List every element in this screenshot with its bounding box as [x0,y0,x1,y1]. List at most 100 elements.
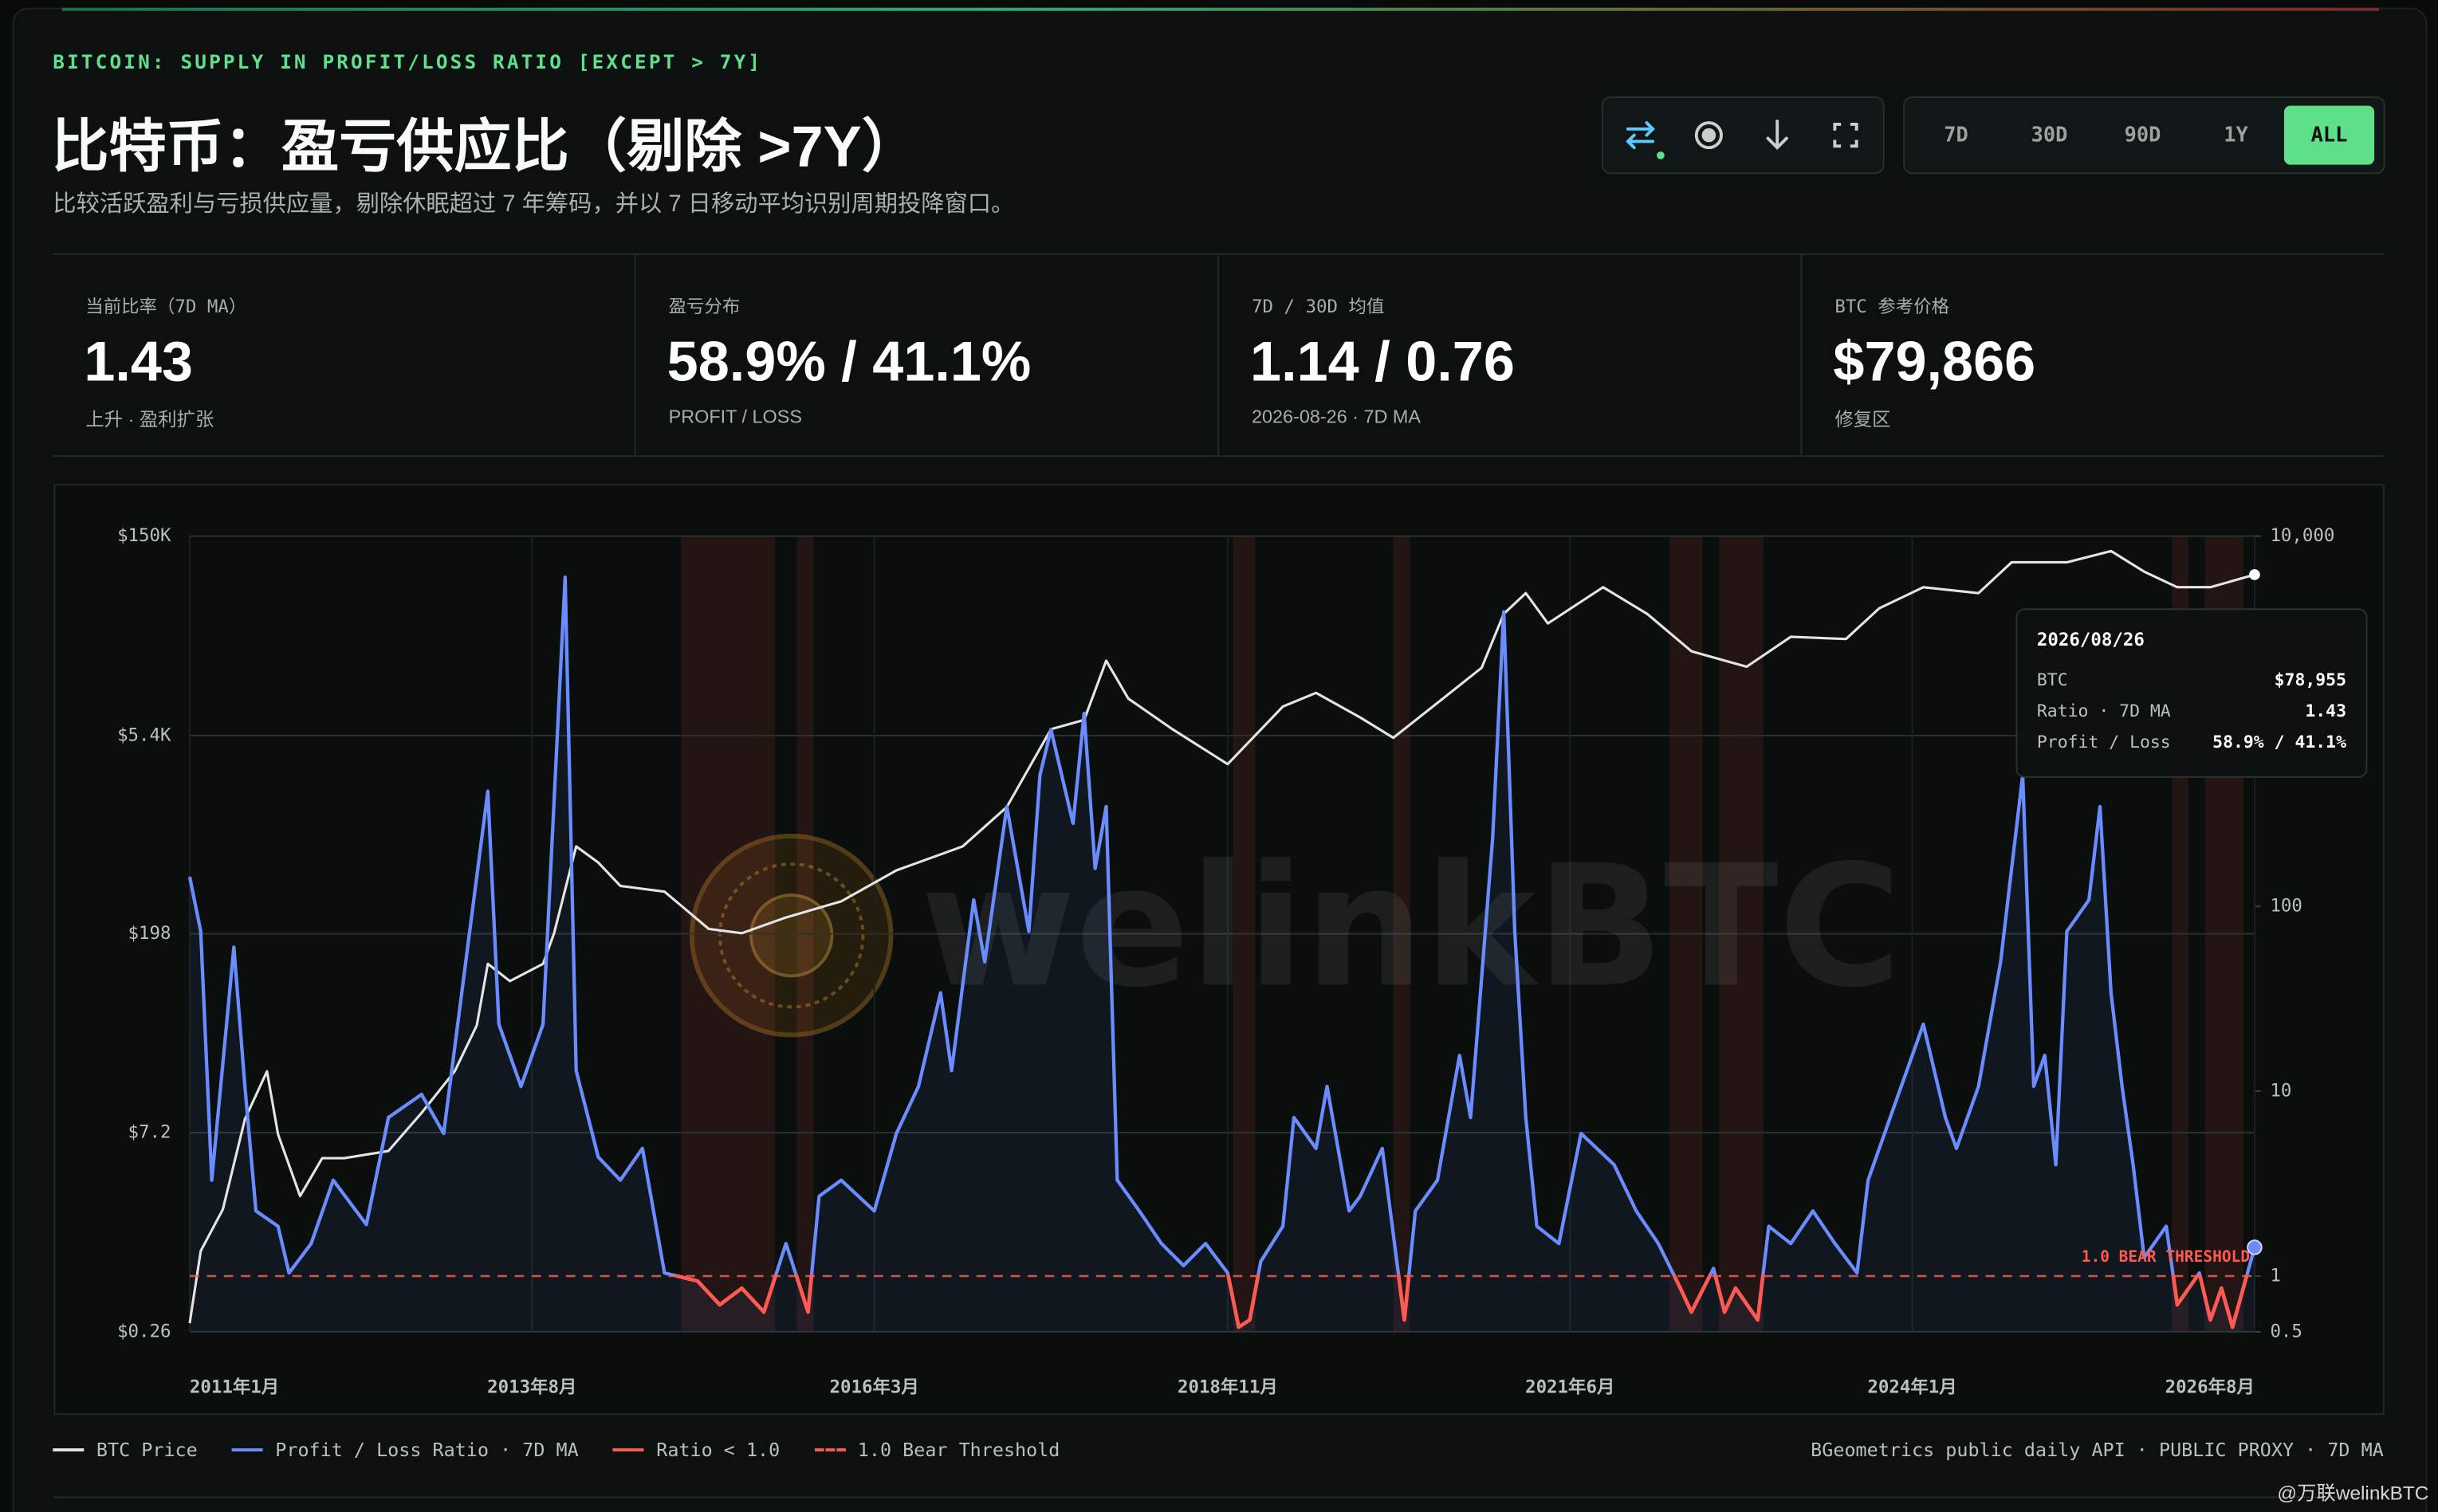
below-threshold-segment [2171,1274,2180,1307]
page-subtitle: 比较活跃盈利与亏损供应量，剔除休眠超过 7 年筹码，并以 7 日移动平均识别周期… [53,190,1015,218]
stat-label: BTC 参考价格 [1834,295,1950,317]
below-threshold-segment [1689,1274,1712,1314]
stat-card: 7D / 30D 均值 1.14 / 0.76 2026-08-26 · 7D MA [1219,254,1803,456]
tooltip-value: 1.43 [2305,701,2346,721]
legend-item: BTC Price [53,1439,198,1461]
x-tick-label: 2016年3月 [830,1377,919,1398]
range-selector: 7D 30D 90D 1Y ALL [1903,96,2385,175]
eyebrow: BITCOIN: SUPPLY IN PROFIT/LOSS RATIO [EX… [53,49,763,73]
stat-value: 1.43 [84,329,193,394]
toolbar [1601,96,1885,175]
x-tick-label: 2024年1月 [1867,1377,1956,1398]
watermark: welinkBTC [921,829,1902,1024]
swap-button[interactable] [1606,98,1675,173]
stat-card: 盈亏分布 58.9% / 41.1% PROFIT / LOSS [636,254,1220,456]
download-button[interactable] [1743,98,1811,173]
legend-swatch [814,1448,846,1452]
legend-item: Ratio < 1.0 [612,1439,781,1461]
below-threshold-segment [761,1274,778,1314]
x-tick-label: 2011年1月 [190,1377,279,1398]
x-tick-label: 2018年11月 [1178,1377,1278,1398]
stat-label: 盈亏分布 [668,295,741,317]
accent-line [62,7,2379,11]
threshold-label: 1.0 BEAR THRESHOLD [2082,1247,2250,1266]
below-threshold-segment [2230,1274,2249,1329]
tooltip-date: 2026/08/26 [2037,630,2145,650]
below-threshold-segment [695,1278,722,1307]
stat-value: 1.14 / 0.76 [1250,329,1515,394]
fullscreen-button[interactable] [1811,98,1880,173]
below-threshold-segment [1722,1286,1738,1314]
x-tick-label: 2026年8月 [2165,1377,2255,1398]
below-threshold-segment [1733,1286,1760,1322]
legend-swatch [612,1448,644,1452]
divider [53,1496,2384,1498]
y2-tick-label: 10,000 [2270,525,2334,546]
legend-swatch [231,1448,263,1452]
y2-tick-label: 100 [2270,895,2302,916]
range-button[interactable]: 1Y [2224,124,2248,147]
legend: BTC Price Profit / Loss Ratio · 7D MA Rati… [53,1439,1060,1461]
stat-label: 当前比率（7D MA） [85,295,247,317]
legend-item: 1.0 Bear Threshold [814,1439,1060,1461]
below-threshold-segment [1402,1274,1411,1322]
tooltip-value: $78,955 [2275,670,2346,690]
legend-label: BTC Price [96,1439,198,1461]
y-tick-label: $7.2 [128,1121,171,1142]
stat-label: 7D / 30D 均值 [1251,295,1385,317]
below-threshold-segment [1237,1318,1252,1329]
stat-sub: 修复区 [1834,408,1891,431]
y-tick-label: $198 [128,923,171,944]
below-threshold-segment [1678,1286,1693,1314]
range-button[interactable]: 7D [1944,124,1968,147]
tooltip-box [2015,608,2368,778]
below-threshold-segment [1713,1274,1727,1314]
legend-swatch [53,1448,85,1452]
legend-label: Ratio < 1.0 [656,1439,781,1461]
tooltip-label: BTC [2037,670,2068,690]
below-threshold-segment [718,1286,744,1307]
x-tick-label: 2021年6月 [1525,1377,1614,1398]
legend-label: Profit / Loss Ratio · 7D MA [275,1439,579,1461]
tooltip: 2026/08/26 BTC $78,955 Ratio · 7D MA 1.43 Pro… [2015,608,2368,778]
below-threshold-segment [2175,1274,2200,1307]
stat-sub: PROFIT / LOSS [668,405,802,428]
last-point [2249,569,2260,580]
below-threshold-segment [1226,1274,1241,1329]
stat-value: $79,866 [1833,329,2036,394]
stat-value: 58.9% / 41.1% [667,329,1032,394]
stat-card: 当前比率（7D MA） 1.43 上升 · 盈利扩张 [53,254,636,456]
stat-card: BTC 参考价格 $79,866 修复区 [1802,255,2383,456]
snapshot-button[interactable] [1674,98,1743,173]
y2-tick-label: 1 [2270,1266,2281,1286]
last-point [2247,1239,2263,1255]
y-tick-label: $0.26 [117,1321,171,1341]
below-threshold-segment [675,1274,700,1283]
below-threshold-segment [1672,1274,1683,1290]
below-threshold-segment [1248,1274,1260,1322]
y2-tick-label: 10 [2270,1080,2291,1101]
data-source: BGeometrics public daily API · PUBLIC PR… [1811,1439,2384,1461]
legend-label: 1.0 Bear Threshold [857,1439,1060,1461]
y2-tick-label: 0.5 [2270,1321,2302,1341]
ratio-line [187,575,2257,1329]
tooltip-label: Ratio · 7D MA [2037,701,2171,721]
watermark-logo [689,834,894,1038]
x-tick-label: 2013年8月 [487,1377,576,1398]
range-button[interactable]: ALL [2283,105,2375,165]
tooltip-value: 58.9% / 41.1% [2212,732,2346,752]
below-threshold-segment [1756,1274,1765,1322]
below-threshold-segment [2198,1274,2212,1322]
range-button[interactable]: 30D [2031,124,2068,147]
below-threshold-segment [740,1286,766,1314]
divider [53,455,2384,458]
y-tick-label: $5.4K [117,725,171,745]
tooltip-label: Profit / Loss [2037,732,2171,752]
below-threshold-segment [2220,1286,2235,1329]
range-button[interactable]: 90D [2124,124,2161,147]
legend-item: Profit / Loss Ratio · 7D MA [231,1439,579,1461]
below-threshold-segment [794,1274,810,1314]
